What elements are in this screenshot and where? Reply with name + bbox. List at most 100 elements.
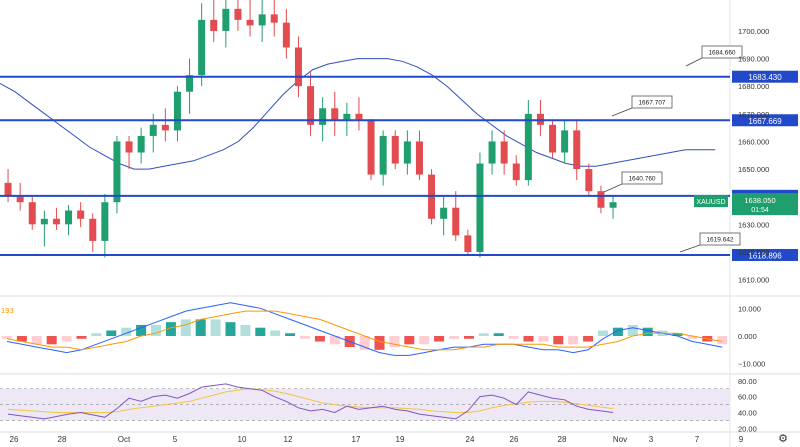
- candle: [464, 229, 472, 255]
- candle-body: [307, 86, 315, 125]
- macd-histogram-bar: [508, 336, 519, 339]
- rsi-tick-label: 80.00: [738, 377, 757, 386]
- macd-line: [6, 302, 723, 356]
- macd-histogram-bar: [121, 327, 132, 336]
- price-tick-label: 1620.000: [738, 248, 769, 257]
- callout-box: [631, 95, 673, 109]
- price-tick-label: 1650.000: [738, 165, 769, 174]
- macd-tick-label: −10.000: [738, 360, 765, 369]
- macd-histogram-bar: [91, 333, 102, 336]
- candle: [125, 135, 133, 170]
- level-callouts: 1684.660 1667.707 1640.760 1619.642: [603, 45, 743, 253]
- symbol-label: XAUUSD: [696, 199, 725, 206]
- candle: [331, 91, 339, 136]
- candle: [536, 100, 544, 136]
- callout-leader: [603, 183, 623, 193]
- date-tick-label: 19: [396, 435, 405, 444]
- macd-histogram-bar: [46, 336, 57, 345]
- macd-histogram-bar: [255, 327, 266, 336]
- candle-body: [343, 113, 351, 120]
- candle-body: [161, 124, 169, 131]
- callout-box: [699, 232, 741, 246]
- macd-histogram-bar: [136, 324, 147, 336]
- date-tick-label: 5: [173, 435, 178, 444]
- candle-body: [246, 19, 254, 26]
- candle: [113, 135, 121, 214]
- candle-body: [488, 141, 496, 164]
- candle: [52, 207, 60, 230]
- price-tick-label: 1630.000: [738, 220, 769, 229]
- macd-histogram-bar: [523, 336, 534, 342]
- candle: [452, 191, 460, 241]
- macd-histogram-bar: [195, 319, 206, 336]
- date-tick-label: 28: [58, 435, 67, 444]
- macd-histogram-bar: [151, 324, 161, 336]
- macd-histogram-bar: [583, 336, 594, 342]
- macd-pane: 10.000 0.000 −10.000 193: [1, 302, 765, 369]
- level-price-tag: [732, 70, 798, 83]
- macd-tick-label: 0.000: [738, 332, 757, 341]
- macd-histogram-bar: [717, 336, 728, 345]
- candle: [40, 210, 48, 247]
- candle-body: [524, 113, 532, 181]
- date-axis: 26 28 Oct 5 10 12 17 19 24 26 28 Nov 3 7 9: [10, 435, 744, 444]
- rsi-tick-label: 40.00: [738, 409, 757, 418]
- candle: [597, 185, 605, 214]
- macd-histogram-bar: [687, 336, 698, 339]
- candle: [101, 193, 109, 258]
- candle-body: [4, 182, 12, 197]
- level-price-tag: [732, 248, 798, 261]
- candle-body: [319, 108, 327, 125]
- candle: [476, 152, 484, 258]
- candle: [561, 119, 569, 164]
- price-tick-label: 1660.000: [738, 137, 769, 146]
- macd-histogram-bar: [642, 327, 653, 336]
- macd-histogram-bar: [225, 322, 236, 336]
- level-price-label: 1667.669: [748, 117, 782, 126]
- rsi-line: [7, 383, 614, 420]
- macd-histogram-bar: [538, 336, 549, 342]
- macd-histogram-bar: [165, 322, 176, 336]
- level-price-label: 1618.896: [748, 251, 782, 260]
- callout-label: 1684.660: [708, 50, 735, 57]
- macd-histogram-bar: [568, 336, 579, 345]
- candle-body: [391, 135, 399, 164]
- symbol-tag: [694, 195, 728, 208]
- macd-histogram-bar: [314, 336, 325, 342]
- current-price-countdown: 01:54: [751, 207, 769, 214]
- date-tick-label: 24: [466, 435, 475, 444]
- candle: [173, 86, 181, 142]
- candle-body: [282, 22, 290, 48]
- candles: [4, 0, 617, 258]
- candle: [65, 204, 73, 236]
- candle: [89, 213, 97, 252]
- macd-histogram-bar: [76, 336, 87, 339]
- price-tick-label: 1680.000: [738, 82, 769, 91]
- candle: [415, 130, 423, 181]
- candle: [500, 130, 508, 175]
- macd-histogram-bar: [449, 336, 459, 339]
- candle: [137, 127, 145, 164]
- candle-body: [440, 207, 448, 219]
- rsi-tick-label: 20.00: [738, 424, 757, 433]
- candle: [355, 97, 363, 131]
- level-price-label: 1683.430: [748, 73, 782, 82]
- candle-body: [16, 196, 24, 203]
- macd-histogram-bar: [240, 324, 251, 336]
- candle-body: [125, 141, 133, 153]
- gear-icon[interactable]: ⚙: [778, 433, 788, 445]
- candle: [294, 36, 302, 98]
- candle-body: [415, 141, 423, 175]
- date-tick-label: 17: [352, 435, 361, 444]
- macd-signal-line: [6, 310, 723, 351]
- callout-leader: [611, 107, 633, 117]
- candle: [28, 196, 36, 230]
- candle: [585, 163, 593, 197]
- candle-body: [101, 202, 109, 241]
- rsi-tick-label: 60.00: [738, 393, 757, 402]
- macd-histogram-bar: [270, 330, 281, 336]
- macd-histogram-bar: [2, 336, 12, 339]
- candle-body: [270, 14, 278, 23]
- macd-histogram-bar: [598, 330, 608, 336]
